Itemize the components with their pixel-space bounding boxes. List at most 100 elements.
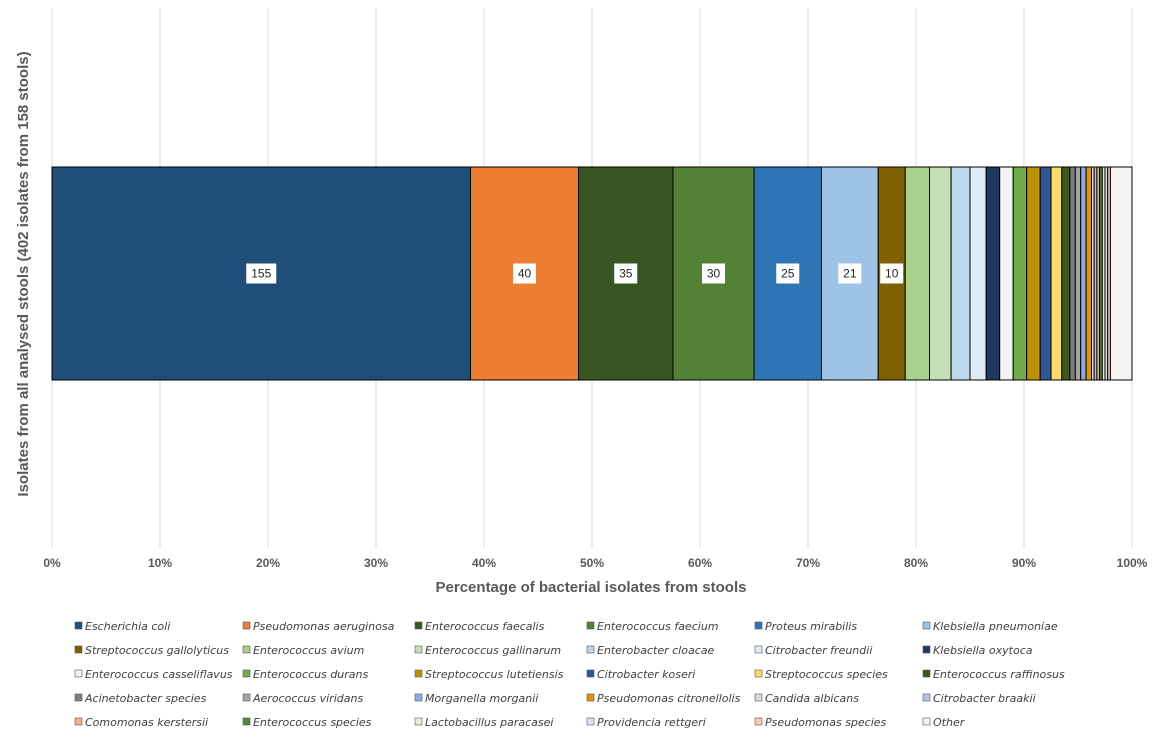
legend-label: Citrobacter freundii (765, 644, 872, 657)
legend-item: Candida albicans (754, 692, 859, 705)
x-tick-label: 90% (1012, 556, 1036, 570)
x-tick-label: 70% (796, 556, 820, 570)
legend-label: Lactobacillus paracasei (425, 716, 553, 729)
bar-segment (1074, 166, 1082, 381)
bar-segment (821, 166, 879, 381)
bar-segment (1026, 166, 1041, 381)
legend-item: Acinetobacter species (74, 692, 207, 705)
legend-label: Pseudomonas citronellolis (597, 692, 741, 705)
legend-label: Enterococcus species (253, 716, 372, 729)
data-label-text: 21 (843, 267, 857, 281)
legend-swatch (754, 717, 763, 726)
data-label-text: 10 (885, 267, 899, 281)
legend-label: Enterococcus raffinosus (933, 668, 1065, 681)
legend-item: Proteus mirabilis (754, 620, 857, 633)
legend-item: Other (922, 716, 966, 729)
data-label-box (880, 263, 904, 284)
legend-swatch (586, 693, 595, 702)
legend-swatch (242, 693, 251, 702)
x-tick-label: 10% (148, 556, 172, 570)
legend-label: Candida albicans (765, 692, 859, 705)
legend-swatch (414, 669, 423, 678)
legend-item: Klebsiella pneumoniae (922, 620, 1058, 633)
data-label-box (614, 263, 638, 284)
legend-swatch (414, 645, 423, 654)
bar-segment (1085, 166, 1092, 381)
legend-label: Streptococcus species (765, 668, 888, 681)
legend-swatch (74, 621, 83, 630)
legend-item: Enterococcus gallinarum (414, 644, 561, 657)
y-axis-title: Isolates from all analysed stools (402 i… (15, 51, 32, 496)
legend-item: Klebsiella oxytoca (922, 644, 1033, 657)
bar-segment (969, 166, 987, 381)
legend-swatch (754, 669, 763, 678)
legend-swatch (754, 621, 763, 630)
legend-swatch (74, 717, 83, 726)
bar-segment (1039, 166, 1052, 381)
bar-segment (1050, 166, 1063, 381)
legend-item: Enterococcus faecium (586, 620, 719, 633)
legend-item: Providencia rettgeri (586, 716, 706, 729)
legend-label: Providencia rettgeri (597, 716, 706, 729)
legend-item: Pseudomonas aeruginosa (242, 620, 395, 633)
legend-label: Klebsiella pneumoniae (933, 620, 1058, 633)
legend-swatch (586, 645, 595, 654)
legend: Escherichia coli Pseudomonas aeruginosa En… (74, 620, 1065, 729)
legend-item: Enterococcus avium (242, 644, 364, 657)
legend-label: Proteus mirabilis (765, 620, 857, 633)
data-label-text: 155 (251, 267, 271, 281)
legend-item: Pseudomonas citronellolis (586, 692, 741, 705)
legend-label: Enterobacter cloacae (597, 644, 714, 657)
legend-item: Morganella morganii (414, 692, 538, 705)
legend-item: Escherichia coli (74, 620, 170, 633)
legend-item: Enterobacter cloacae (586, 644, 714, 657)
stacked-bar (51, 166, 1133, 381)
legend-label: Enterococcus faecalis (425, 620, 545, 633)
legend-swatch (922, 621, 931, 630)
legend-label: Streptococcus lutetiensis (425, 668, 564, 681)
legend-label: Enterococcus durans (253, 668, 369, 681)
legend-label: Other (933, 716, 966, 729)
x-tick-label: 30% (364, 556, 388, 570)
bar-segment (1109, 166, 1133, 381)
legend-label: Pseudomonas species (765, 716, 887, 729)
legend-label: Citrobacter braakii (933, 692, 1036, 705)
legend-item: Enterococcus species (242, 716, 372, 729)
legend-label: Streptococcus gallolyticus (85, 644, 229, 657)
data-label: 30 (702, 263, 725, 284)
legend-swatch (922, 693, 931, 702)
legend-label: Citrobacter koseri (597, 668, 695, 681)
legend-label: Enterococcus faecium (597, 620, 719, 633)
bar-segment (1069, 166, 1076, 381)
legend-swatch (414, 621, 423, 630)
legend-swatch (414, 693, 423, 702)
legend-swatch (242, 717, 251, 726)
x-tick-label: 0% (43, 556, 61, 570)
legend-label: Enterococcus casseliflavus (85, 668, 233, 681)
legend-item: Enterococcus faecalis (414, 620, 545, 633)
legend-swatch (242, 621, 251, 630)
legend-item: Citrobacter freundii (754, 644, 872, 657)
data-label-box (246, 263, 277, 284)
legend-item: Citrobacter koseri (586, 668, 695, 681)
legend-item: Aerococcus viridans (242, 692, 363, 705)
x-tick-label: 60% (688, 556, 712, 570)
legend-swatch (754, 693, 763, 702)
data-label-text: 40 (518, 267, 532, 281)
bar-segment (999, 166, 1014, 381)
legend-label: Aerococcus viridans (252, 692, 363, 705)
legend-label: Enterococcus avium (253, 644, 364, 657)
bar-segment (929, 166, 952, 381)
data-label: 35 (614, 263, 638, 284)
legend-swatch (922, 645, 931, 654)
data-label-box (702, 263, 725, 284)
legend-swatch (586, 669, 595, 678)
x-tick-label: 20% (256, 556, 280, 570)
data-label: 25 (776, 263, 800, 284)
x-tick-label: 40% (472, 556, 496, 570)
x-tick-label: 100% (1117, 556, 1148, 570)
legend-swatch (754, 645, 763, 654)
legend-label: Comomonas kerstersii (85, 716, 208, 729)
legend-swatch (414, 717, 423, 726)
legend-item: Lactobacillus paracasei (414, 716, 553, 729)
